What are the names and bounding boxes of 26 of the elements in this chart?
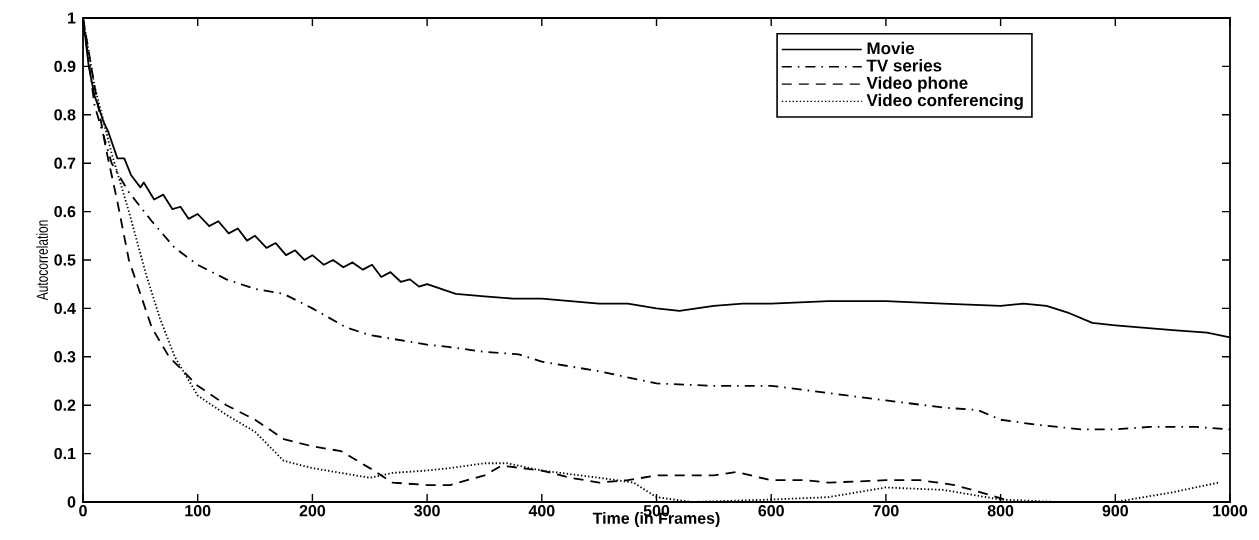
y-tick-label: 0: [67, 496, 76, 508]
y-tick-label: 0.9: [54, 60, 76, 73]
y-tick-label: 0.1: [54, 447, 76, 460]
x-tick-label: 600: [758, 505, 784, 517]
legend-label: Video phone: [866, 76, 968, 93]
y-tick-label: 0.4: [54, 302, 76, 315]
x-tick-label: 200: [299, 505, 326, 517]
y-tick-label: 0.3: [54, 351, 76, 363]
x-tick-label: 1000: [1213, 505, 1248, 517]
y-tick-label: 0.6: [54, 205, 76, 218]
y-tick-label: 0.5: [54, 254, 76, 266]
x-tick-label: 700: [873, 505, 899, 517]
x-tick-label: 900: [1102, 505, 1128, 517]
y-axis-title: Autocorrelation: [36, 220, 48, 301]
x-tick-label: 400: [528, 505, 555, 517]
y-tick-label: 1: [68, 12, 76, 24]
x-tick-label: 0: [79, 505, 87, 517]
y-tick-label: 0.8: [54, 109, 76, 121]
legend-label: TV series: [866, 59, 942, 72]
x-tick-label: 100: [185, 505, 211, 517]
legend-label: Movie: [867, 41, 915, 55]
x-tick-label: 300: [414, 505, 440, 517]
y-tick-label: 0.2: [54, 399, 76, 411]
x-tick-label: 800: [987, 505, 1014, 517]
y-tick-label: 0.7: [54, 157, 76, 169]
legend-label: Video conferencing: [866, 93, 1023, 110]
